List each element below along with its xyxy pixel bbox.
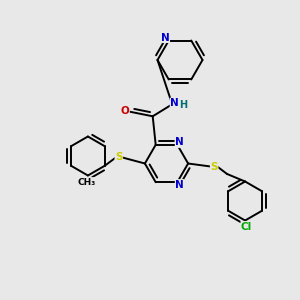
Text: H: H: [179, 100, 188, 110]
Text: N: N: [175, 137, 184, 147]
Text: CH₃: CH₃: [77, 178, 95, 187]
Text: N: N: [175, 180, 184, 190]
Text: O: O: [120, 106, 129, 116]
Text: S: S: [211, 161, 218, 172]
Text: Cl: Cl: [241, 221, 252, 232]
Text: N: N: [170, 98, 179, 108]
Text: S: S: [115, 152, 123, 162]
Text: N: N: [161, 32, 170, 43]
